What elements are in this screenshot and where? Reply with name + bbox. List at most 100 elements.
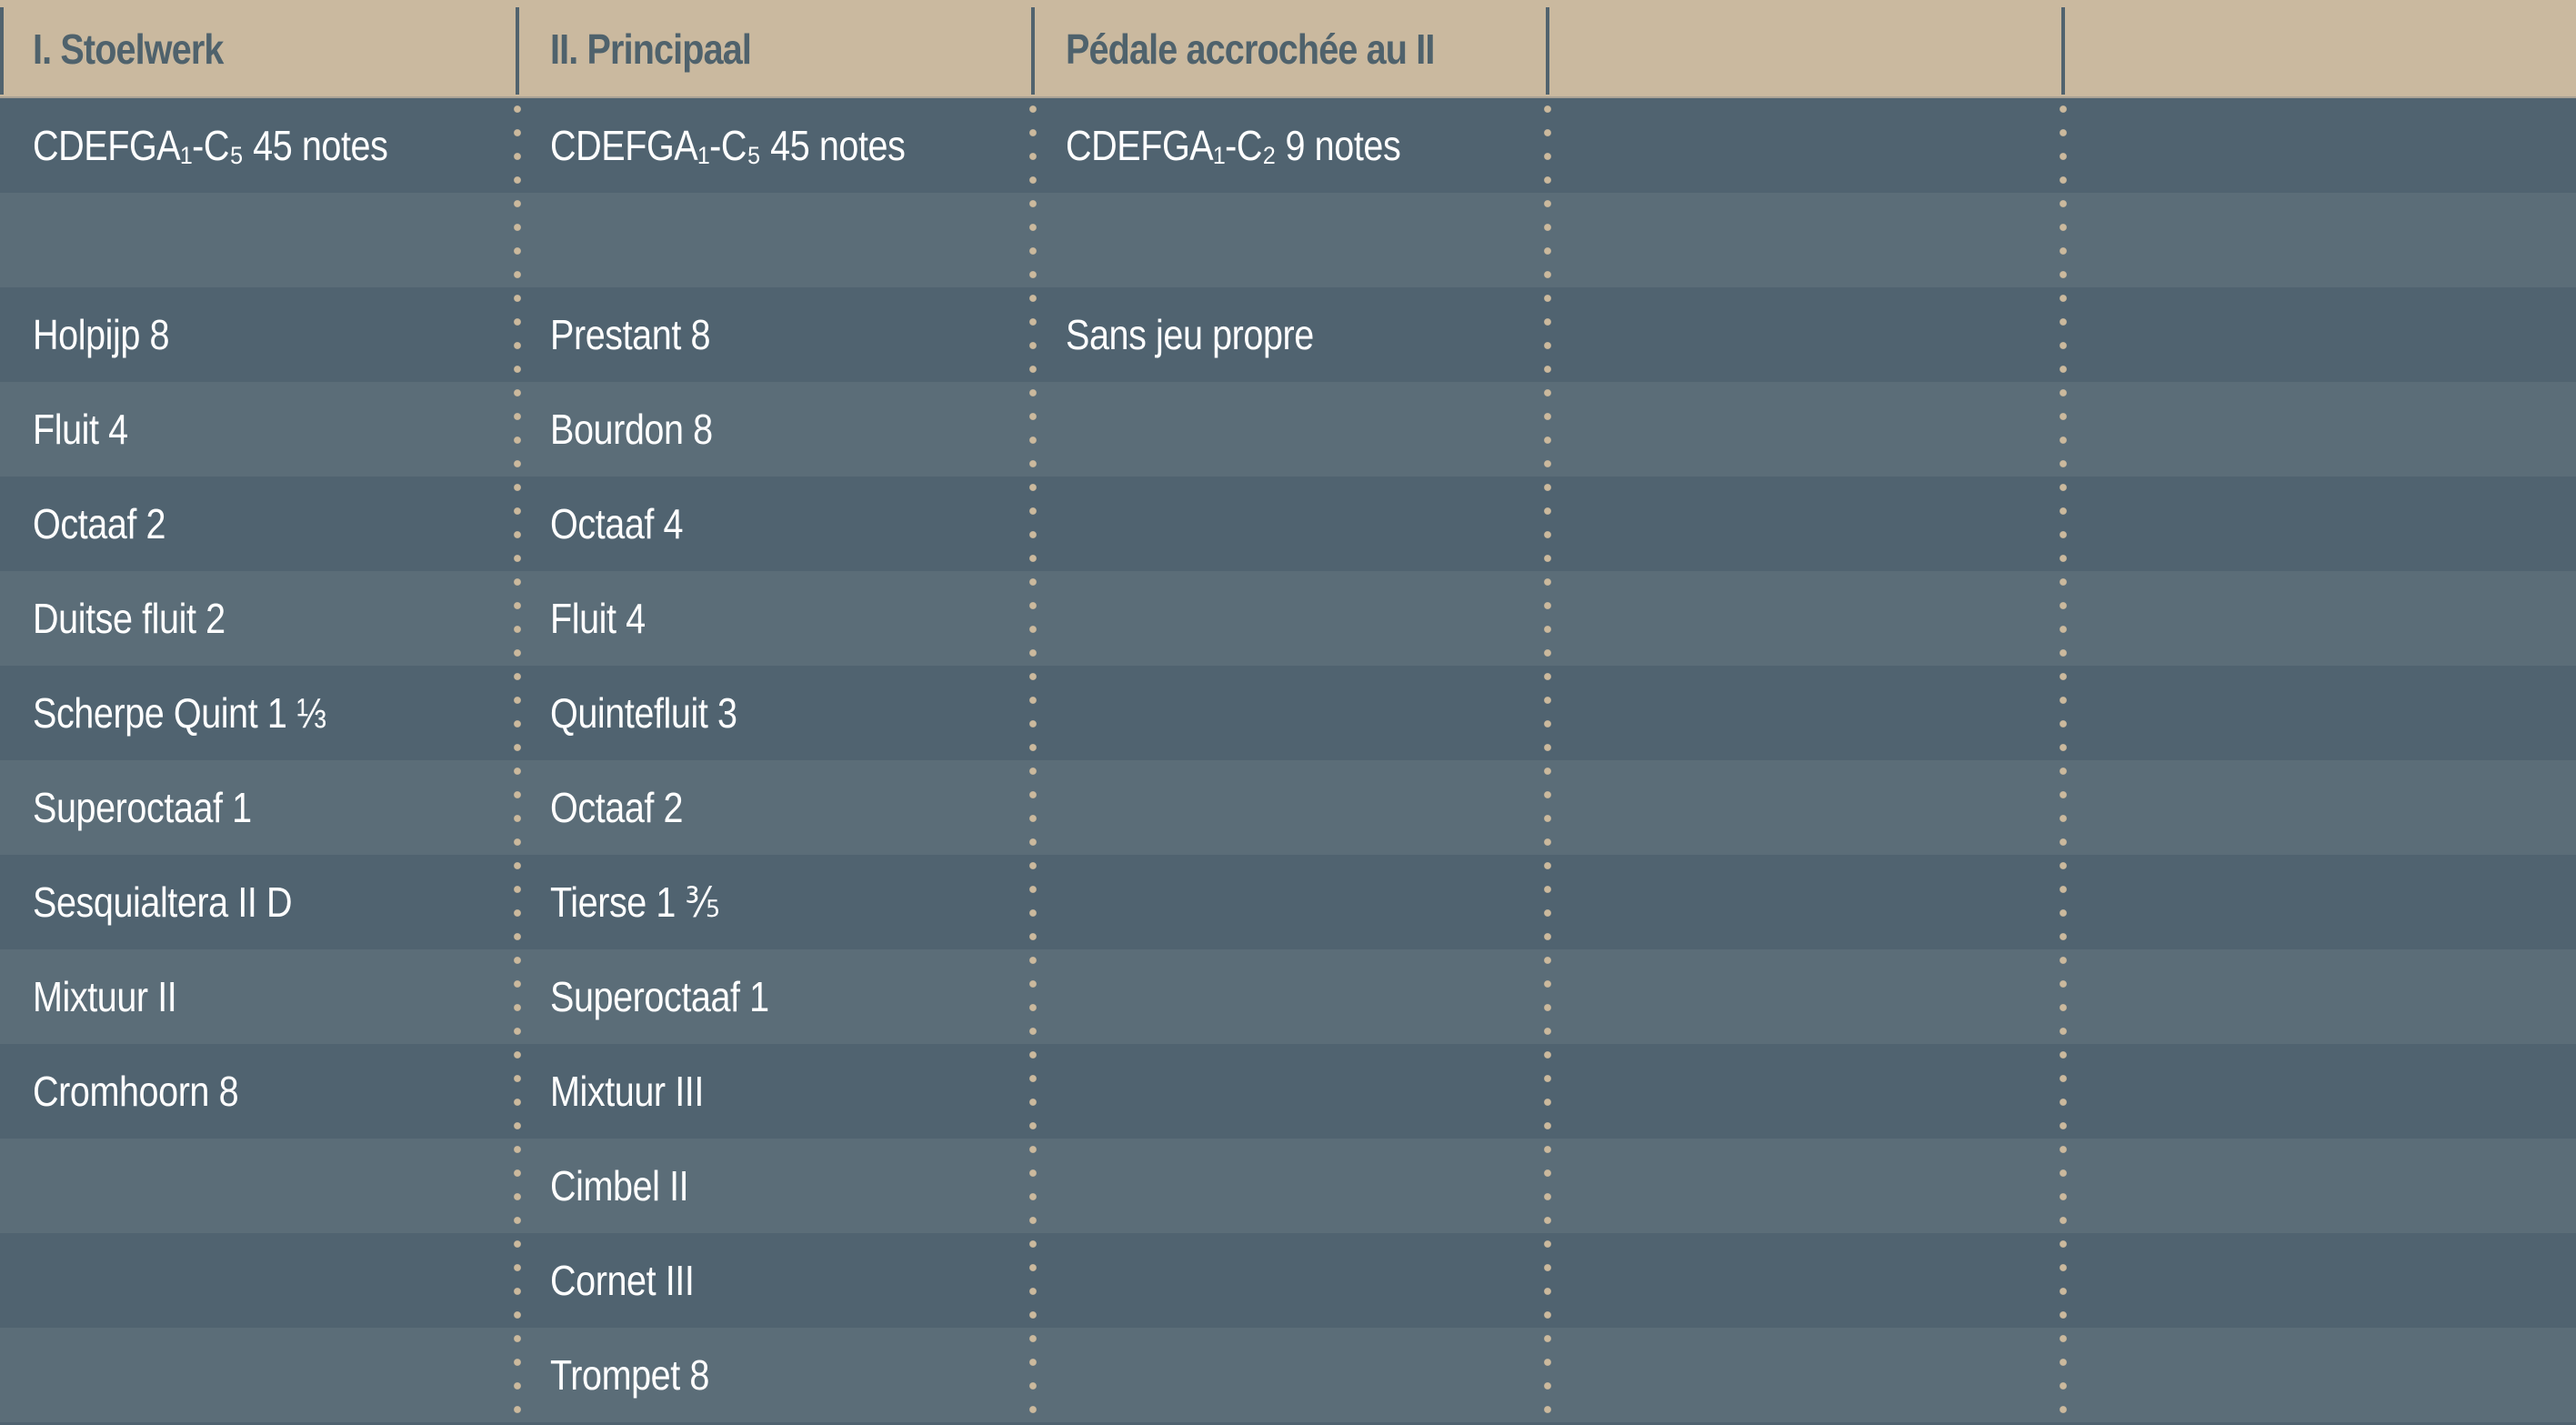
cell-text: Bourdon 8 (550, 406, 713, 453)
table-cell (1548, 1233, 2063, 1328)
table-cell: Octaaf 4 (517, 477, 1033, 571)
cell-text: Mixtuur II (33, 973, 177, 1020)
column-header: Pédale accrochée au II (1033, 0, 1549, 96)
table-cell: CDEFGA₁-C₅ 45 notes (0, 98, 516, 193)
table-cell: Fluit 4 (0, 382, 516, 477)
table-cell (1033, 666, 1549, 760)
table-cell (1548, 855, 2063, 949)
cell-text: Duitse fluit 2 (33, 595, 226, 642)
table-row: Octaaf 2 Octaaf 4 (0, 477, 2576, 571)
table-cell (2063, 949, 2576, 1044)
table-cell: Cornet III (517, 1233, 1033, 1328)
table-cell (1033, 477, 1549, 571)
table-cell (1033, 949, 1549, 1044)
cell-text: Quintefluit 3 (550, 689, 737, 737)
cell-text: Superoctaaf 1 (550, 973, 769, 1020)
table-cell: Cimbel II (517, 1139, 1033, 1233)
table-cell (2063, 477, 2576, 571)
table-cell: Quintefluit 3 (517, 666, 1033, 760)
cell-text: CDEFGA₁-C₂ 9 notes (1066, 122, 1401, 169)
dotted-column-divider (512, 98, 523, 1425)
table-cell (0, 1233, 516, 1328)
table-cell (1548, 1328, 2063, 1422)
cell-text: CDEFGA₁-C₅ 45 notes (550, 122, 906, 169)
table-row: Mixtuur II Superoctaaf 1 (0, 949, 2576, 1044)
table-row: Sesquialtera II D Tierse 1 ⅗ (0, 855, 2576, 949)
table-cell: Mixtuur III (517, 1044, 1033, 1139)
table-cell: Bourdon 8 (517, 382, 1033, 477)
table-row (0, 193, 2576, 287)
table-cell: Sans jeu propre (1033, 287, 1549, 382)
table-row: Trompet 8 (0, 1328, 2576, 1422)
table-cell (2063, 1044, 2576, 1139)
cell-text: Sesquialtera II D (33, 878, 293, 926)
table-cell (1033, 760, 1549, 855)
table-cell: Sesquialtera II D (0, 855, 516, 949)
table-row: Cromhoorn 8 Mixtuur III (0, 1044, 2576, 1139)
table-cell: Octaaf 2 (0, 477, 516, 571)
table-cell (517, 193, 1033, 287)
table-cell: Superoctaaf 1 (517, 949, 1033, 1044)
cell-text: Holpijp 8 (33, 311, 170, 358)
cell-text: Octaaf 4 (550, 500, 684, 547)
cell-text: Cornet III (550, 1257, 695, 1304)
table-cell (1548, 382, 2063, 477)
table-row: Scherpe Quint 1 ⅓ Quintefluit 3 (0, 666, 2576, 760)
table-cell (2063, 571, 2576, 666)
cell-text: Octaaf 2 (33, 500, 166, 547)
table-cell (1548, 477, 2063, 571)
table-cell (2063, 1139, 2576, 1233)
table-cell: Scherpe Quint 1 ⅓ (0, 666, 516, 760)
table-cell (1548, 949, 2063, 1044)
cell-text: Cimbel II (550, 1162, 689, 1209)
table-cell (1548, 1139, 2063, 1233)
column-header (1548, 0, 2063, 96)
table-row: Cimbel II (0, 1139, 2576, 1233)
header-divider (0, 7, 4, 95)
cell-text: Cromhoorn 8 (33, 1068, 239, 1115)
cell-text: Tierse 1 ⅗ (550, 878, 720, 926)
table-cell (1033, 1233, 1549, 1328)
cell-text: Octaaf 2 (550, 784, 684, 831)
table-cell: Trompet 8 (517, 1328, 1033, 1422)
table-cell: Cromhoorn 8 (0, 1044, 516, 1139)
header-divider (1546, 7, 1549, 95)
table-cell (1548, 666, 2063, 760)
table-cell (0, 1139, 516, 1233)
table-row: Duitse fluit 2 Fluit 4 (0, 571, 2576, 666)
table-cell (2063, 760, 2576, 855)
cell-text: Prestant 8 (550, 311, 711, 358)
table-cell: Prestant 8 (517, 287, 1033, 382)
table-cell (1548, 1044, 2063, 1139)
table-cell (2063, 1328, 2576, 1422)
table-cell (2063, 287, 2576, 382)
header-divider (1031, 7, 1035, 95)
table-cell (2063, 98, 2576, 193)
table-cell (2063, 193, 2576, 287)
table-cell: Tierse 1 ⅗ (517, 855, 1033, 949)
table-header: I. Stoelwerk II. Principaal Pédale accroch… (0, 0, 2576, 98)
table-cell (0, 1328, 516, 1422)
column-header-label: I. Stoelwerk (33, 25, 224, 73)
table-cell (2063, 666, 2576, 760)
dotted-column-divider (1027, 98, 1038, 1425)
header-divider (516, 7, 519, 95)
table-cell: Mixtuur II (0, 949, 516, 1044)
dotted-column-divider (2058, 98, 2069, 1425)
table-cell: Octaaf 2 (517, 760, 1033, 855)
table-cell (1033, 382, 1549, 477)
table-cell (1548, 760, 2063, 855)
table-cell: Fluit 4 (517, 571, 1033, 666)
table-cell (1033, 1044, 1549, 1139)
table-cell: CDEFGA₁-C₂ 9 notes (1033, 98, 1549, 193)
table-cell (1548, 571, 2063, 666)
table-cell: CDEFGA₁-C₅ 45 notes (517, 98, 1033, 193)
table-cell (2063, 1233, 2576, 1328)
table-cell (1033, 855, 1549, 949)
table-cell (1033, 1139, 1549, 1233)
cell-text: Fluit 4 (33, 406, 128, 453)
header-divider (2061, 7, 2065, 95)
table-row: Superoctaaf 1 Octaaf 2 (0, 760, 2576, 855)
table-cell (1033, 571, 1549, 666)
cell-text: Superoctaaf 1 (33, 784, 252, 831)
